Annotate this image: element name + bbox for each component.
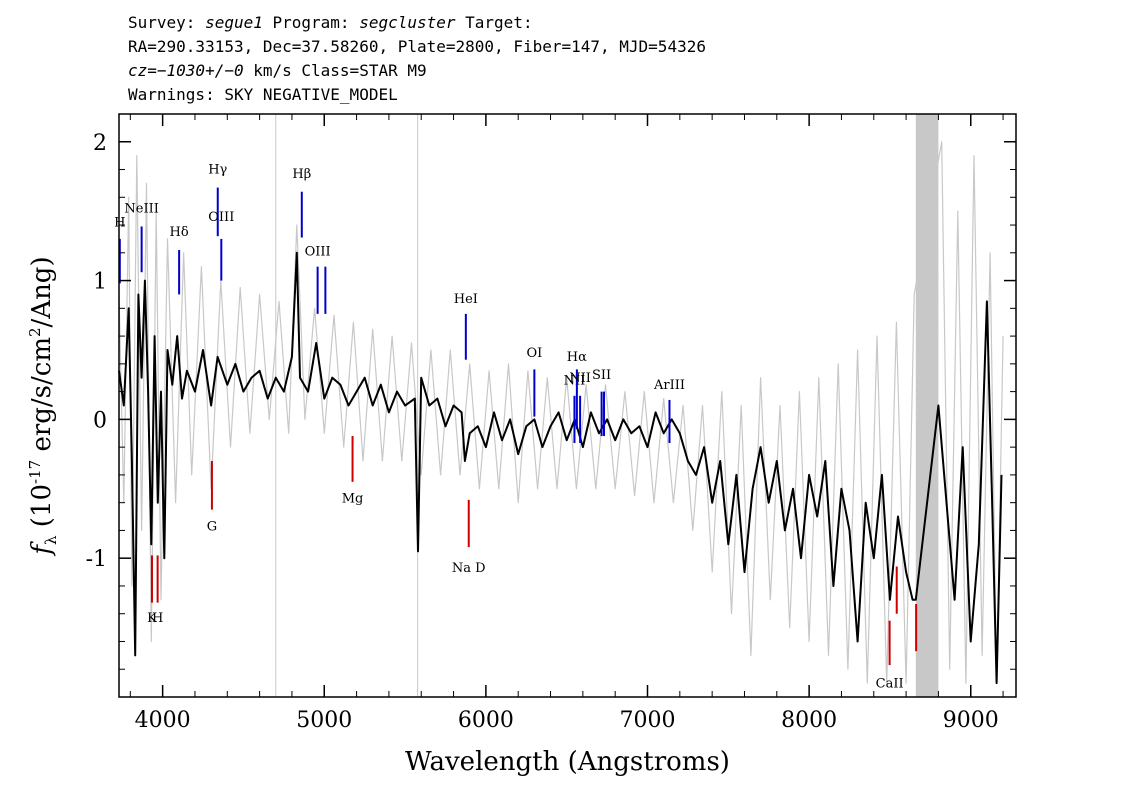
spectral-line-label: H bbox=[152, 611, 163, 626]
survey-name: segue1 bbox=[205, 13, 263, 32]
redshift-value: cz=−1030+/−0 bbox=[128, 61, 244, 80]
spectral-line-label: Na D bbox=[452, 561, 486, 576]
uncertainty-layer bbox=[118, 141, 1004, 684]
y-tick-label: 1 bbox=[93, 270, 107, 295]
class-value: km/s Class=STAR M9 bbox=[243, 61, 427, 80]
ylabel-exponent: -17 bbox=[26, 460, 44, 484]
target-prefix: Target: bbox=[455, 13, 533, 32]
spectral-line-label: H bbox=[114, 215, 125, 230]
x-tick-label: 8000 bbox=[781, 708, 837, 733]
ylabel-base: (10 bbox=[27, 484, 57, 536]
spectral-line-label: Mg bbox=[342, 492, 364, 507]
x-tick-label: 4000 bbox=[135, 708, 191, 733]
x-tick-label: 9000 bbox=[943, 708, 999, 733]
y-axis-label: fλ (10-17 erg/s/cm2/Ang) bbox=[26, 256, 60, 556]
y-tick-label: -1 bbox=[86, 547, 107, 572]
uncertainty-line bbox=[118, 141, 1004, 684]
header-line-3: cz=−1030+/−0 km/s Class=STAR M9 bbox=[128, 60, 427, 81]
program-name: segcluster bbox=[359, 13, 456, 32]
masked-band bbox=[915, 114, 939, 697]
spectral-line-label: ArIII bbox=[653, 378, 685, 393]
x-tick-label: 7000 bbox=[620, 708, 676, 733]
masked-layer bbox=[915, 114, 939, 697]
ylabel-sub: λ bbox=[42, 535, 60, 545]
spectral-line-label: CaII bbox=[876, 676, 904, 691]
ylabel-units: erg/s/cm bbox=[27, 337, 57, 460]
spectral-line-label: Hγ bbox=[208, 163, 227, 178]
program-prefix: Program: bbox=[262, 13, 360, 32]
x-tick-label: 5000 bbox=[296, 708, 352, 733]
spectral-line-label: G bbox=[207, 519, 217, 534]
ylabel-tail: /Ang) bbox=[27, 256, 57, 327]
y-tick-label: 2 bbox=[93, 131, 107, 156]
spectral-line-label: NeIII bbox=[124, 202, 158, 217]
header-line-4: Warnings: SKY NEGATIVE_MODEL bbox=[128, 85, 398, 104]
header-line-2: RA=290.33153, Dec=37.58260, Plate=2800, … bbox=[128, 37, 706, 56]
x-axis-label: Wavelength (Angstroms) bbox=[405, 747, 730, 777]
spectral-line-label: OIII bbox=[305, 245, 331, 260]
spectral-line-label: NII bbox=[569, 371, 591, 386]
spectral-line-label: OIII bbox=[208, 210, 234, 225]
ylabel-power: 2 bbox=[26, 327, 44, 337]
header-line-1: Survey: segue1 Program: segcluster Targe… bbox=[128, 12, 533, 33]
spectral-line-label: NII bbox=[564, 374, 586, 389]
plot-frame bbox=[118, 113, 1017, 698]
spectral-line-label: Hα bbox=[567, 350, 587, 365]
x-tick-label: 6000 bbox=[458, 708, 514, 733]
tick-layer: 4000 5000 6000 7000 8000 9000 -1 0 1 2 bbox=[86, 113, 1016, 733]
spectral-line-label: Hβ bbox=[292, 167, 311, 182]
flux-layer bbox=[118, 251, 1003, 685]
spectral-line-label: OI bbox=[526, 346, 542, 361]
spectral-line-label: K bbox=[147, 611, 157, 626]
spectral-line-label: HeI bbox=[454, 292, 478, 307]
vertical-marker-layer bbox=[275, 114, 419, 697]
flux-line bbox=[118, 251, 1003, 685]
survey-prefix: Survey: bbox=[128, 13, 206, 32]
spectral-line-label: SII bbox=[592, 368, 611, 383]
spectral-line-label: Hδ bbox=[170, 225, 189, 240]
y-tick-label: 0 bbox=[93, 408, 107, 433]
